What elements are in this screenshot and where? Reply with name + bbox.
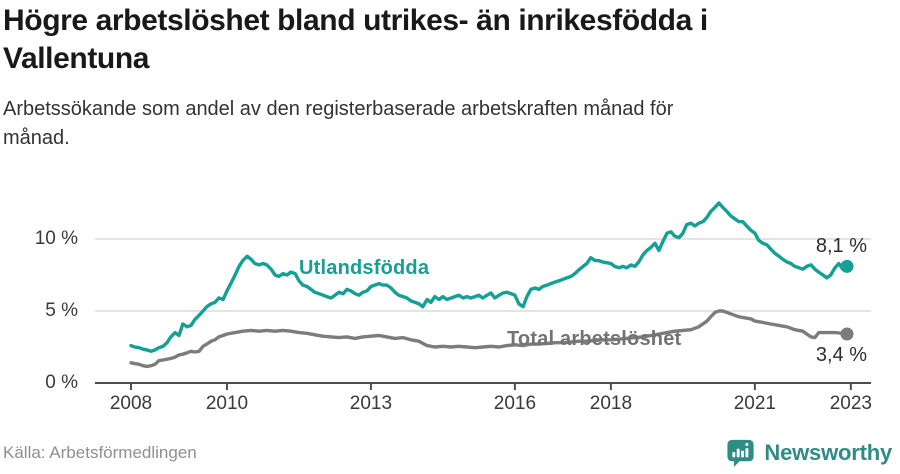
x-tick-label: 2016 — [493, 393, 537, 414]
unemployment-line-chart: Utlandsfödda Total arbetslöshet 8,1 % 3,… — [0, 163, 900, 435]
y-tick-label: 0 % — [45, 372, 78, 393]
brand-name: Newsworthy — [764, 439, 892, 465]
source-note: Källa: Arbetsförmedlingen — [3, 442, 197, 462]
x-tick-label: 2021 — [733, 393, 776, 414]
chart-footer: Källa: Arbetsförmedlingen Newsworthy — [3, 437, 892, 468]
series-line-0 — [129, 201, 849, 354]
chart-canvas — [95, 201, 871, 390]
chart-subtitle-line-2: månad. — [3, 127, 70, 149]
chart-subtitle-line-1: Arbetssökande som andel av den registerb… — [3, 98, 674, 120]
y-tick-label: 5 % — [45, 300, 78, 321]
series-end-dot-0 — [840, 259, 854, 273]
page-title-line-1: Högre arbetslöshet bland utrikes- än inr… — [3, 4, 708, 37]
end-value-label-utlandsfodda: 8,1 % — [815, 235, 867, 257]
page-title-line-2: Vallentuna — [3, 42, 150, 75]
newsworthy-logo[interactable]: Newsworthy — [725, 437, 892, 468]
series-label-utlandsfodda: Utlandsfödda — [299, 257, 430, 279]
x-tick-label: 2010 — [205, 393, 249, 414]
y-tick-label: 10 % — [34, 228, 78, 249]
chart-header: Högre arbetslöshet bland utrikes- än inr… — [3, 0, 897, 153]
x-tick-label: 2023 — [829, 393, 872, 414]
x-tick-label: 2008 — [109, 393, 153, 414]
series-label-total-arbetsloshet: Total arbetslöshet — [507, 328, 682, 350]
chart-subtitle: Arbetssökande som andel av den registerb… — [3, 95, 897, 153]
page-title: Högre arbetslöshet bland utrikes- än inr… — [3, 2, 897, 78]
series-line-1 — [129, 309, 849, 369]
newsworthy-bubble-chart-icon — [727, 439, 754, 468]
series-end-dot-1 — [840, 327, 854, 341]
x-tick-label: 2018 — [589, 393, 633, 414]
x-tick-label: 2013 — [349, 393, 393, 414]
end-value-label-total: 3,4 % — [815, 344, 867, 366]
